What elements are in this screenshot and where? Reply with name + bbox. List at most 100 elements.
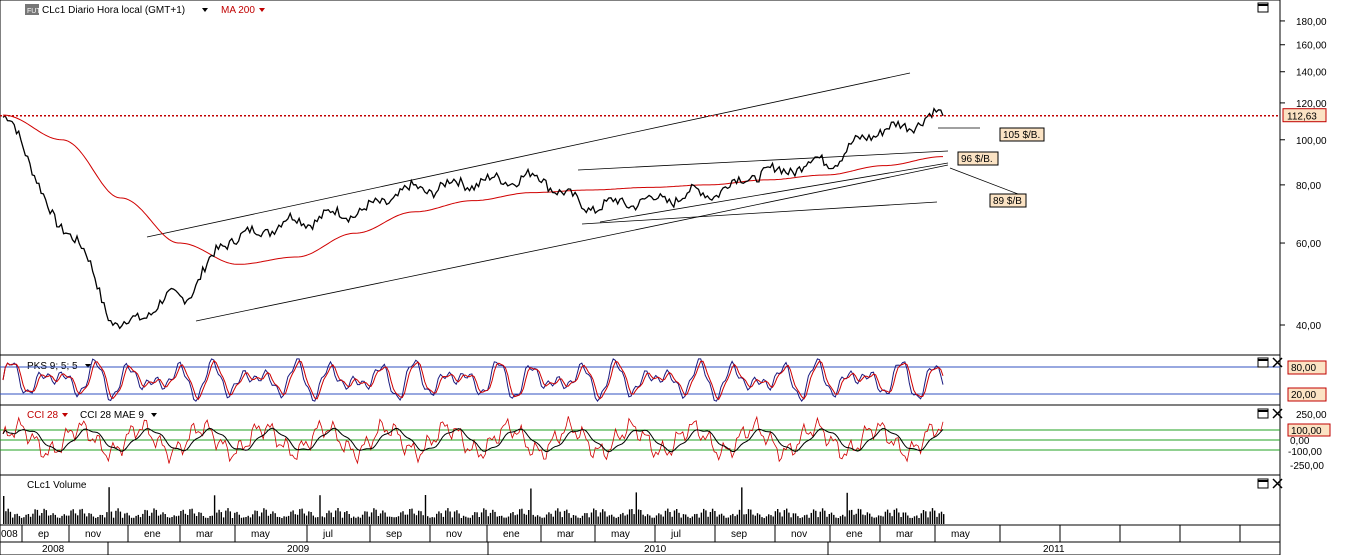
volume-bar (543, 517, 546, 524)
volume-bar (752, 514, 754, 524)
volume-bar (931, 508, 934, 524)
stoch-maximize-icon[interactable] (1257, 357, 1269, 368)
volume-bar (252, 514, 254, 524)
volume-bar (12, 517, 14, 524)
volume-bar (456, 510, 458, 524)
volume-bar (563, 510, 566, 524)
volume-bar (602, 509, 604, 524)
ma-chevron-down-icon[interactable] (259, 8, 265, 12)
volume-bar (581, 515, 584, 524)
volume-bar (566, 509, 568, 524)
volume-bar (584, 513, 586, 524)
annotation-text: 89 $/B (993, 196, 1022, 207)
svg-text:100,00: 100,00 (1291, 426, 1322, 437)
volume-bar (54, 514, 56, 524)
volume-close-icon[interactable] (1272, 478, 1283, 489)
maximize-icon[interactable] (1257, 2, 1269, 13)
volume-bar (842, 514, 844, 524)
trendline[interactable] (195, 164, 949, 322)
volume-bar (559, 511, 561, 524)
price-panel-frame (0, 0, 1281, 356)
trendline[interactable] (146, 72, 911, 238)
volume-bar (570, 517, 572, 524)
ma-label[interactable]: MA 200 (221, 5, 255, 16)
month-label: nov (85, 529, 101, 540)
volume-bar (29, 516, 32, 524)
volume-bar (642, 514, 644, 524)
volume-bar (290, 511, 292, 524)
chevron-down-icon[interactable] (202, 8, 208, 12)
cci-maximize-icon[interactable] (1257, 408, 1269, 419)
volume-bar (794, 513, 797, 524)
volume-bar (496, 516, 498, 524)
cci-mae-label[interactable]: CCI 28 MAE 9 (80, 410, 144, 421)
volume-bar (142, 513, 144, 524)
cci-mae-line (2, 427, 944, 453)
volume-bar (824, 510, 826, 524)
volume-bar (137, 514, 139, 524)
volume-bar (844, 516, 846, 524)
volume-bar (56, 517, 59, 524)
trendline[interactable] (581, 201, 938, 225)
volume-bar (911, 517, 913, 524)
symbol-title[interactable]: CLc1 Diario Hora local (GMT+1) (42, 5, 185, 16)
volume-bar (357, 516, 359, 524)
volume-bar (720, 513, 723, 524)
volume-maximize-icon[interactable] (1257, 478, 1269, 489)
volume-bar (157, 515, 160, 524)
stoch-close-icon[interactable] (1272, 357, 1283, 368)
volume-bar (579, 518, 581, 524)
volume-bar (90, 513, 92, 524)
price-annotation[interactable]: 89 $/B (989, 193, 1027, 208)
cci-mae-chevron-down-icon[interactable] (151, 413, 157, 417)
volume-bar (857, 508, 860, 524)
volume-bar (900, 517, 902, 524)
month-label: jul (322, 529, 333, 540)
volume-bar (321, 516, 323, 524)
cci-line (2, 415, 944, 465)
volume-bar (714, 511, 716, 524)
price-annotation[interactable]: 96 $/B. (957, 151, 999, 166)
volume-bar (803, 515, 806, 524)
volume-bar (112, 517, 115, 524)
volume-label[interactable]: CLc1 Volume (27, 480, 87, 491)
volume-bar (880, 515, 882, 524)
volume-bar (806, 514, 808, 524)
volume-bar (449, 511, 451, 524)
cci-close-icon[interactable] (1272, 408, 1283, 419)
volume-bar (938, 513, 940, 524)
annotation-text: 96 $/B. (961, 154, 993, 165)
volume-bar (552, 516, 554, 524)
cci-100-tag: 100,00 (1287, 423, 1331, 437)
month-label: may (611, 529, 630, 540)
volume-bar (467, 517, 469, 524)
price-annotation[interactable]: 105 $/B. (999, 127, 1045, 142)
volume-bar (572, 515, 575, 524)
trendline[interactable] (577, 150, 949, 171)
volume-bar (227, 508, 229, 524)
volume-bar (902, 512, 904, 524)
trendline[interactable] (599, 162, 949, 223)
volume-bar (379, 513, 382, 524)
cci-label[interactable]: CCI 28 (27, 410, 59, 421)
cci-chevron-down-icon[interactable] (62, 413, 68, 417)
volume-bar (169, 517, 171, 524)
volume-bar (734, 516, 736, 524)
volume-bar (153, 508, 155, 524)
volume-bar (453, 511, 456, 524)
month-label: ene (846, 529, 863, 540)
volume-bar (447, 508, 449, 524)
volume-bar (207, 517, 209, 524)
volume-bar (617, 516, 620, 524)
volume-bar (99, 514, 101, 524)
volume-bar (895, 508, 898, 524)
volume-bar (460, 518, 463, 524)
month-label: jul (670, 529, 681, 540)
volume-bar (817, 517, 819, 524)
volume-bar (779, 512, 781, 524)
volume-bar (929, 511, 931, 524)
volume-bar (424, 495, 427, 524)
volume-bar (213, 495, 216, 524)
volume-bar (635, 492, 637, 524)
stochastic-chevron-down-icon[interactable] (85, 364, 91, 368)
